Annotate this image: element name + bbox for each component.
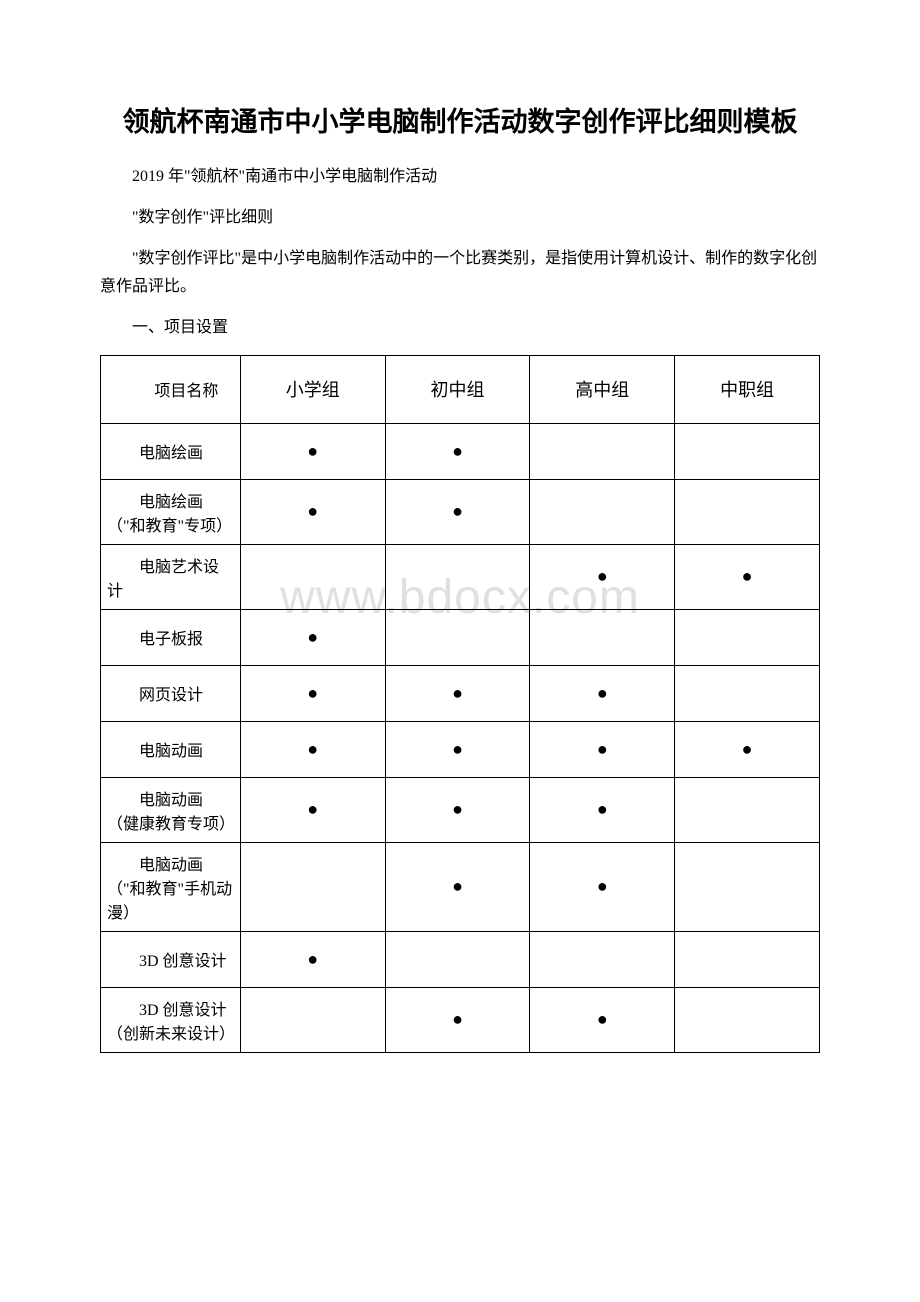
dot-icon: ●	[307, 441, 318, 461]
dot-icon: ●	[307, 799, 318, 819]
dot-icon: ●	[597, 1009, 608, 1029]
table-cell	[675, 479, 820, 544]
table-cell: ●	[530, 721, 675, 777]
table-row: 电脑艺术设计 ● ●	[101, 544, 820, 609]
description-text: "数字创作评比"是中小学电脑制作活动中的一个比赛类别，是指使用计算机设计、制作的…	[100, 245, 820, 303]
dot-icon: ●	[452, 683, 463, 703]
table-row: 网页设计 ● ● ●	[101, 665, 820, 721]
header-col-3: 高中组	[530, 355, 675, 423]
table-cell	[675, 609, 820, 665]
row-label: 电脑动画（健康教育专项）	[101, 777, 241, 842]
table-cell: ●	[530, 842, 675, 931]
table-row: 电脑绘画 ● ●	[101, 423, 820, 479]
project-table: 项目名称 小学组 初中组 高中组 中职组 电脑绘画●●电脑绘画（"和教育"专项）…	[100, 355, 820, 1053]
header-col-project: 项目名称	[101, 355, 241, 423]
table-cell	[240, 842, 385, 931]
dot-icon: ●	[742, 566, 753, 586]
table-cell: ●	[675, 721, 820, 777]
table-cell: ●	[385, 777, 530, 842]
table-cell	[530, 609, 675, 665]
table-cell	[675, 665, 820, 721]
table-body: 电脑绘画 ● ● 电脑绘画（"和教育"专项） ● ● 电脑艺术设计 ● ● 电子板报 ● 网页设计 ● ●…	[101, 423, 820, 1052]
table-row: 3D 创意设计（创新未来设计） ● ●	[101, 987, 820, 1052]
header-col-4: 中职组	[675, 355, 820, 423]
table-cell	[530, 479, 675, 544]
description-content: "数字创作评比"是中小学电脑制作活动中的一个比赛类别，是指使用计算机设计、制作的…	[100, 250, 817, 296]
table-cell	[240, 987, 385, 1052]
document-title: 领航杯南通市中小学电脑制作活动数字创作评比细则模板	[100, 100, 820, 139]
dot-icon: ●	[307, 627, 318, 647]
table-cell	[675, 423, 820, 479]
table-cell: ●	[385, 721, 530, 777]
dot-icon: ●	[452, 501, 463, 521]
table-cell: ●	[530, 987, 675, 1052]
table-cell	[240, 544, 385, 609]
table-cell: ●	[385, 987, 530, 1052]
table-cell	[385, 931, 530, 987]
section-heading: 一、项目设置	[100, 314, 820, 343]
table-cell: ●	[240, 777, 385, 842]
table-cell: ●	[240, 609, 385, 665]
table-cell: ●	[240, 479, 385, 544]
table-cell: ●	[385, 423, 530, 479]
dot-icon: ●	[597, 683, 608, 703]
dot-icon: ●	[597, 566, 608, 586]
dot-icon: ●	[597, 876, 608, 896]
table-row: 电脑绘画（"和教育"专项） ● ●	[101, 479, 820, 544]
table-row: 电脑动画（"和教育"手机动漫） ● ●	[101, 842, 820, 931]
table-row: 电子板报 ●	[101, 609, 820, 665]
dot-icon: ●	[307, 949, 318, 969]
table-cell: ●	[240, 423, 385, 479]
table-row: 3D 创意设计 ●	[101, 931, 820, 987]
row-label: 3D 创意设计（创新未来设计）	[101, 987, 241, 1052]
header-col-2: 初中组	[385, 355, 530, 423]
row-label: 电脑艺术设计	[101, 544, 241, 609]
table-cell: ●	[240, 931, 385, 987]
intro-line-1: 2019 年"领航杯"南通市中小学电脑制作活动	[100, 163, 820, 192]
table-cell: ●	[385, 479, 530, 544]
intro-line-2: "数字创作"评比细则	[100, 204, 820, 233]
dot-icon: ●	[452, 799, 463, 819]
table-cell	[530, 931, 675, 987]
table-cell: ●	[240, 721, 385, 777]
dot-icon: ●	[307, 501, 318, 521]
table-cell: ●	[675, 544, 820, 609]
dot-icon: ●	[307, 739, 318, 759]
dot-icon: ●	[452, 739, 463, 759]
table-cell: ●	[385, 842, 530, 931]
table-cell	[385, 544, 530, 609]
row-label: 电脑动画（"和教育"手机动漫）	[101, 842, 241, 931]
row-label: 电脑绘画	[101, 423, 241, 479]
table-cell: ●	[530, 544, 675, 609]
table-row: 电脑动画 ● ● ● ●	[101, 721, 820, 777]
row-label: 电子板报	[101, 609, 241, 665]
row-label: 网页设计	[101, 665, 241, 721]
table-cell: ●	[530, 777, 675, 842]
dot-icon: ●	[742, 739, 753, 759]
table-cell: ●	[530, 665, 675, 721]
dot-icon: ●	[452, 441, 463, 461]
table-header-row: 项目名称 小学组 初中组 高中组 中职组	[101, 355, 820, 423]
dot-icon: ●	[452, 1009, 463, 1029]
table-cell	[530, 423, 675, 479]
table-cell	[675, 931, 820, 987]
table-cell: ●	[385, 665, 530, 721]
dot-icon: ●	[452, 876, 463, 896]
row-label: 电脑动画	[101, 721, 241, 777]
table-row: 电脑动画（健康教育专项） ● ● ●	[101, 777, 820, 842]
table-cell	[675, 842, 820, 931]
dot-icon: ●	[597, 799, 608, 819]
row-label: 3D 创意设计	[101, 931, 241, 987]
row-label: 电脑绘画（"和教育"专项）	[101, 479, 241, 544]
table-cell: ●	[240, 665, 385, 721]
dot-icon: ●	[307, 683, 318, 703]
table-cell	[675, 777, 820, 842]
table-cell	[385, 609, 530, 665]
table-cell	[675, 987, 820, 1052]
header-col-1: 小学组	[240, 355, 385, 423]
dot-icon: ●	[597, 739, 608, 759]
